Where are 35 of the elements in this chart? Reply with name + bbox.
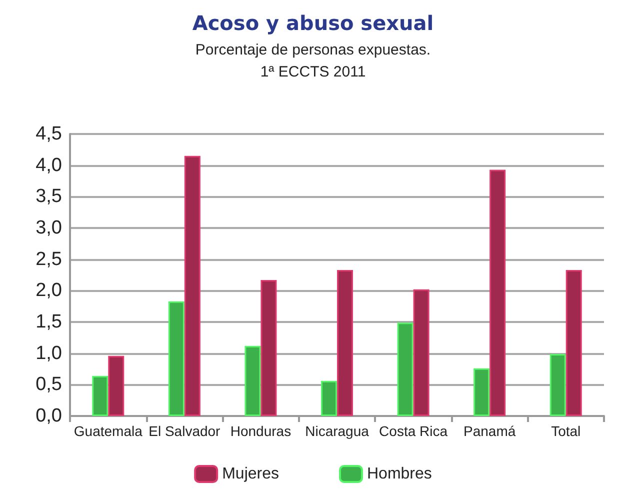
x-tick-label: El Salvador	[148, 423, 221, 439]
y-tick-label: 2,5	[36, 248, 62, 270]
x-tick-label: Honduras	[230, 423, 292, 439]
y-tick-label: 4,0	[36, 154, 62, 176]
bar	[184, 156, 200, 416]
bar	[244, 346, 261, 416]
y-tick-label: 1,5	[36, 312, 62, 332]
y-tick-label: 3,0	[36, 218, 62, 238]
bar	[413, 289, 430, 416]
x-tick-label: Nicaragua	[305, 423, 370, 439]
bar	[337, 270, 353, 416]
x-tick-label: Total	[551, 423, 581, 439]
x-tick-label: Costa Rica	[379, 423, 448, 439]
legend-label: Hombres	[367, 466, 432, 482]
bar	[92, 376, 108, 416]
x-tick-label: Guatemala	[74, 423, 143, 439]
bar	[260, 280, 277, 416]
bar	[566, 270, 582, 416]
bar	[108, 356, 124, 416]
chart-title: Acoso y abuso sexual	[192, 11, 434, 35]
y-tick-label: 1,0	[36, 342, 62, 364]
bar	[321, 380, 337, 416]
y-tick-label: 3,5	[36, 186, 62, 208]
y-tick-label: 0,0	[36, 406, 62, 426]
chart-subtitle: Porcentaje de personas expuestas. 1ª ECCTS 2011	[195, 42, 431, 80]
x-tick-label: Panamá	[463, 423, 516, 439]
bar	[474, 368, 490, 416]
bar	[397, 322, 414, 416]
y-tick-label: 0,5	[36, 374, 62, 396]
bar	[550, 354, 566, 416]
bar	[168, 301, 184, 416]
y-tick-label: 4,5	[36, 124, 62, 144]
bar	[490, 170, 506, 416]
y-tick-label: 2,0	[36, 280, 62, 302]
legend-label: Mujeres	[222, 466, 279, 482]
